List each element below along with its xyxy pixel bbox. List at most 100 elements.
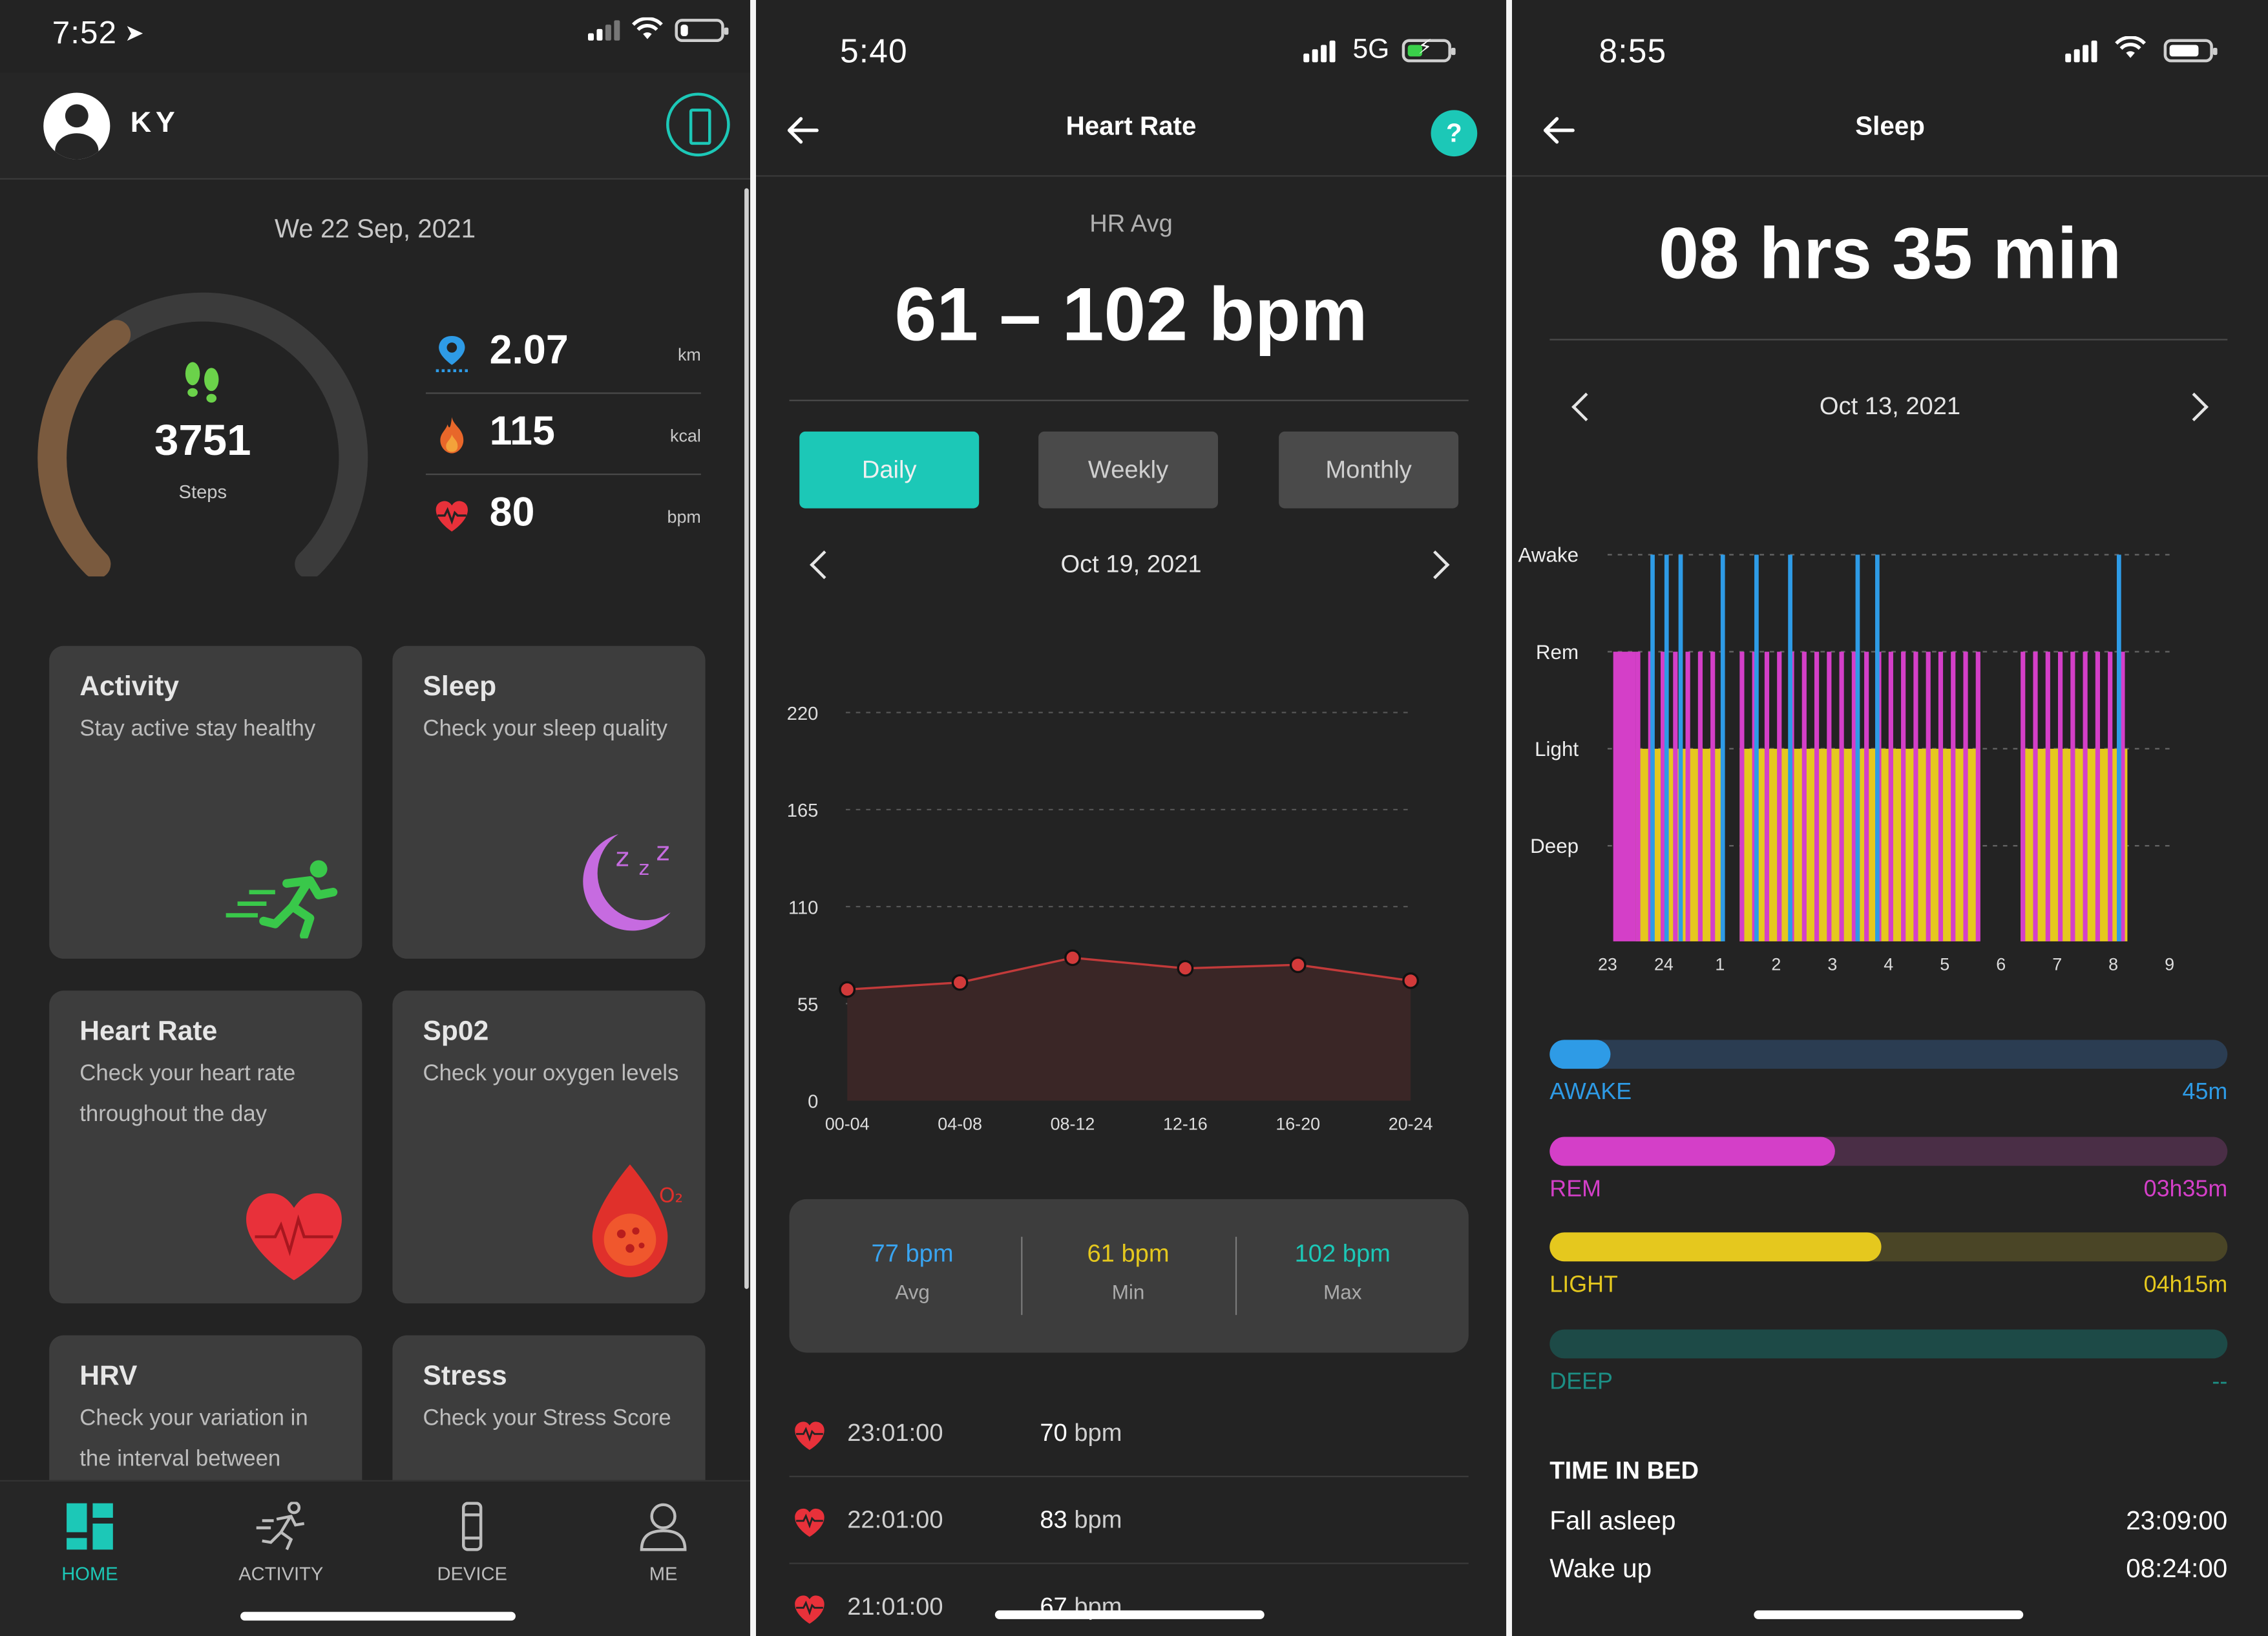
awake-spike: [1650, 554, 1655, 941]
card-activity[interactable]: Activity Stay active stay healthy: [49, 645, 362, 959]
awake-spike: [2116, 554, 2121, 941]
heart-unit: bpm: [667, 507, 701, 527]
signal-icon: [1303, 40, 1336, 63]
stat-label: Avg: [895, 1280, 930, 1304]
rem-stripe: [2120, 651, 2125, 941]
segment-monthly[interactable]: Monthly: [1279, 431, 1459, 509]
steps-progress-ring: [37, 292, 368, 577]
stat-separator: [1235, 1237, 1237, 1316]
status-bar: 7:52 ➤: [0, 0, 750, 72]
tab-device[interactable]: DEVICE: [392, 1502, 552, 1584]
steps-label: Steps: [178, 481, 227, 503]
avatar[interactable]: [43, 92, 110, 160]
card-title: Activity: [79, 672, 180, 703]
metric-calories: 115 kcal: [425, 394, 701, 476]
segment-daily[interactable]: Daily: [799, 431, 980, 509]
home-indicator[interactable]: [994, 1610, 1265, 1619]
hr-point: [1402, 972, 1420, 989]
card-title: Sleep: [423, 672, 497, 703]
rem-stripe: [1777, 651, 1782, 941]
stage-value: 03h35m: [2143, 1177, 2228, 1202]
stat-min: 61 bpm Min: [1034, 1240, 1222, 1304]
x-tick-label: 16-20: [1276, 1114, 1320, 1133]
rem-stripe: [1888, 651, 1893, 941]
y-tick-label: 55: [797, 994, 818, 1015]
wifi-icon: [2115, 36, 2147, 58]
log-time: 21:01:00: [847, 1593, 943, 1621]
rem-stripe: [2083, 651, 2088, 941]
rem-stripe: [1697, 651, 1703, 941]
log-unit: bpm: [1074, 1506, 1122, 1534]
stage-name: DEEP: [1549, 1370, 1613, 1395]
x-tick-label: 12-16: [1163, 1114, 1208, 1133]
light-bar: [1549, 1232, 2228, 1262]
hr-log-row[interactable]: 23:01:00 70 bpm: [789, 1390, 1469, 1478]
tab-label: ME: [649, 1562, 678, 1585]
log-time: 22:01:00: [847, 1506, 943, 1534]
wake-up-value: 08:24:00: [2126, 1554, 2228, 1583]
battery-icon: [675, 19, 729, 43]
card-description: Check your Stress Score: [423, 1406, 671, 1431]
card-title: Stress: [423, 1361, 507, 1392]
current-date: We 22 Sep, 2021: [274, 214, 476, 244]
x-tick-label: 7: [2052, 955, 2062, 974]
hr-point: [1177, 960, 1194, 977]
panel-divider: [750, 0, 757, 1636]
time-in-bed-heading: TIME IN BED: [1549, 1456, 1699, 1485]
nav-bar: Heart Rate ?: [756, 87, 1507, 177]
segment-weekly[interactable]: Weekly: [1038, 431, 1219, 509]
heart-pulse-icon: [795, 1508, 824, 1537]
home-indicator[interactable]: [1754, 1610, 2024, 1619]
divider-line: [1549, 339, 2228, 341]
rem-stripe: [1673, 651, 1678, 941]
sleep-total-duration: 08 hrs 35 min: [1658, 213, 2122, 295]
hr-log-row[interactable]: 21:01:00 67 bpm: [790, 1564, 1469, 1636]
card-description: Check your oxygen levels: [423, 1061, 679, 1087]
x-tick-label: 24: [1654, 955, 1674, 974]
rem-stripe: [2033, 651, 2038, 941]
tab-label: HOME: [61, 1562, 118, 1585]
stat-value: 61 bpm: [1087, 1239, 1170, 1268]
svg-text:z: z: [656, 836, 669, 866]
card-heart-rate[interactable]: Heart Rate Check your heart rate through…: [49, 991, 362, 1304]
battery-icon: [2163, 39, 2218, 63]
scrollbar[interactable]: [744, 188, 749, 1289]
device-button[interactable]: [666, 92, 730, 157]
tab-home[interactable]: HOME: [10, 1502, 170, 1584]
heart-pulse-icon: [436, 501, 468, 532]
selected-date: Oct 19, 2021: [1060, 550, 1202, 578]
stage-name: LIGHT: [1549, 1273, 1618, 1298]
page-title: Heart Rate: [1066, 111, 1197, 141]
home-indicator[interactable]: [240, 1611, 516, 1621]
card-description: Check your variation in the interval bet…: [79, 1406, 308, 1472]
rem-stripe: [1839, 651, 1844, 941]
card-title: Sp02: [423, 1016, 489, 1047]
card-sleep[interactable]: Sleep Check your sleep quality z z z: [392, 645, 706, 959]
rem-stripe: [1814, 651, 1820, 941]
awake-bar: [1549, 1040, 2228, 1069]
hr-avg-label: HR Avg: [1089, 210, 1173, 238]
tab-activity[interactable]: ACTIVITY: [202, 1502, 361, 1584]
tab-me[interactable]: ME: [583, 1502, 743, 1584]
calories-value: 115: [489, 408, 555, 454]
deep-bar: [1549, 1329, 2228, 1359]
awake-bar-fill: [1549, 1040, 1611, 1069]
stage-label: Rem: [1536, 641, 1579, 664]
back-arrow-icon[interactable]: [785, 113, 820, 148]
distance-unit: km: [677, 344, 701, 365]
stat-max: 102 bpm Max: [1248, 1240, 1436, 1304]
rem-stripe: [1764, 651, 1770, 941]
rem-stripe: [1710, 651, 1716, 941]
metric-heart: 80 bpm: [426, 475, 701, 556]
awake-spike: [1754, 554, 1759, 941]
heart-pulse-icon: [795, 1595, 824, 1624]
metric-distance: 2.07 km: [425, 313, 701, 394]
help-button[interactable]: ?: [1431, 110, 1478, 157]
hr-point: [951, 974, 969, 991]
rem-stripe: [1913, 651, 1918, 941]
hr-log-row[interactable]: 22:01:00 83 bpm: [789, 1477, 1469, 1564]
card-spo2[interactable]: Sp02 Check your oxygen levels O₂: [392, 991, 706, 1304]
back-arrow-icon[interactable]: [1541, 113, 1576, 148]
rem-stripe: [1963, 651, 1968, 941]
